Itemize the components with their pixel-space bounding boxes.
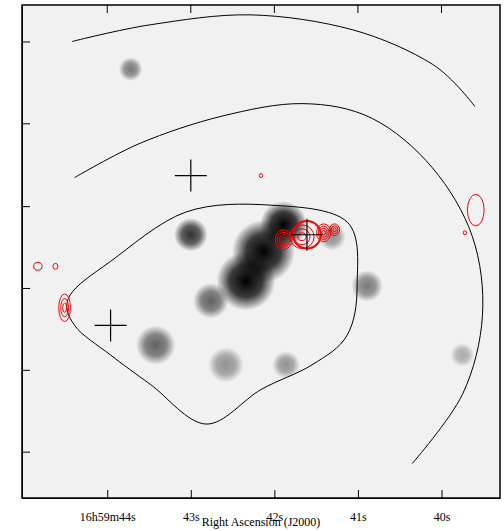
x-tick-mark: [107, 490, 108, 498]
x-tick-mark-top: [274, 5, 275, 13]
red-contour: [277, 232, 290, 247]
y-tick: [22, 370, 30, 371]
x-axis-line: [23, 498, 501, 499]
red-contour: [59, 294, 71, 322]
x-tick-label: 41s: [350, 510, 367, 524]
x-tick: 43s: [183, 490, 200, 524]
red-contour: [331, 226, 338, 234]
x-tick-mark: [274, 490, 275, 498]
source: [119, 57, 143, 81]
x-tick: 40s: [434, 490, 451, 524]
red-contour: [333, 228, 336, 232]
source: [193, 283, 228, 318]
source: [351, 270, 383, 302]
source: [318, 223, 346, 251]
source: [208, 347, 243, 382]
marks: [34, 15, 484, 464]
y-tick-mark: [22, 123, 30, 124]
y-tick-mark: [22, 370, 30, 371]
source: [451, 343, 475, 367]
x-tick-mark: [358, 490, 359, 498]
y-tick-mark: [22, 288, 30, 289]
red-contour: [259, 174, 262, 178]
red-contour: [298, 233, 306, 241]
source: [136, 325, 175, 364]
red-contour: [281, 237, 285, 242]
y-tick: [22, 123, 30, 124]
contour: [75, 104, 483, 464]
x-tick-mark: [442, 490, 443, 498]
x-tick: 41s: [350, 490, 367, 524]
x-tick-label: 40s: [434, 510, 451, 524]
x-tick-mark: [191, 490, 192, 498]
cross-marker: [175, 160, 207, 192]
red-contour: [275, 230, 292, 250]
y-tick: [22, 41, 30, 42]
y-tick: [22, 206, 30, 207]
frame: [22, 5, 500, 498]
x-axis-title: Right Ascension (J2000): [202, 515, 321, 529]
x-tick-mark-top: [107, 5, 108, 13]
red-contour: [330, 224, 340, 236]
red-contour: [63, 303, 67, 312]
y-tick-mark: [22, 452, 30, 453]
red-contour: [53, 263, 58, 269]
x-tick: 16h59m44s: [80, 490, 136, 524]
y-tick: [22, 288, 30, 289]
y-axis-line: [22, 6, 23, 499]
chart: 16h59m44s43s42s41s40sRight Ascension (J2…: [0, 0, 504, 531]
red-contour: [279, 235, 287, 245]
cross-marker: [95, 309, 127, 341]
y-axis: [22, 6, 30, 499]
x-tick-mark-top: [190, 5, 191, 13]
x-tick-mark-top: [441, 5, 442, 13]
y-tick: [22, 452, 30, 453]
red-contour: [61, 298, 69, 316]
plot-background: [22, 5, 500, 498]
y-tick-mark: [22, 206, 30, 207]
source: [272, 351, 300, 379]
y-tick-mark: [22, 41, 30, 42]
contour: [72, 15, 475, 107]
source: [174, 218, 208, 252]
red-contour: [467, 194, 484, 226]
x-tick-mark-top: [357, 5, 358, 13]
red-contour: [463, 231, 466, 235]
x-tick-label: 16h59m44s: [80, 510, 136, 524]
red-contour: [34, 262, 42, 270]
contour: [67, 204, 358, 424]
x-tick-label: 43s: [183, 510, 200, 524]
cross-marker: [291, 219, 323, 251]
